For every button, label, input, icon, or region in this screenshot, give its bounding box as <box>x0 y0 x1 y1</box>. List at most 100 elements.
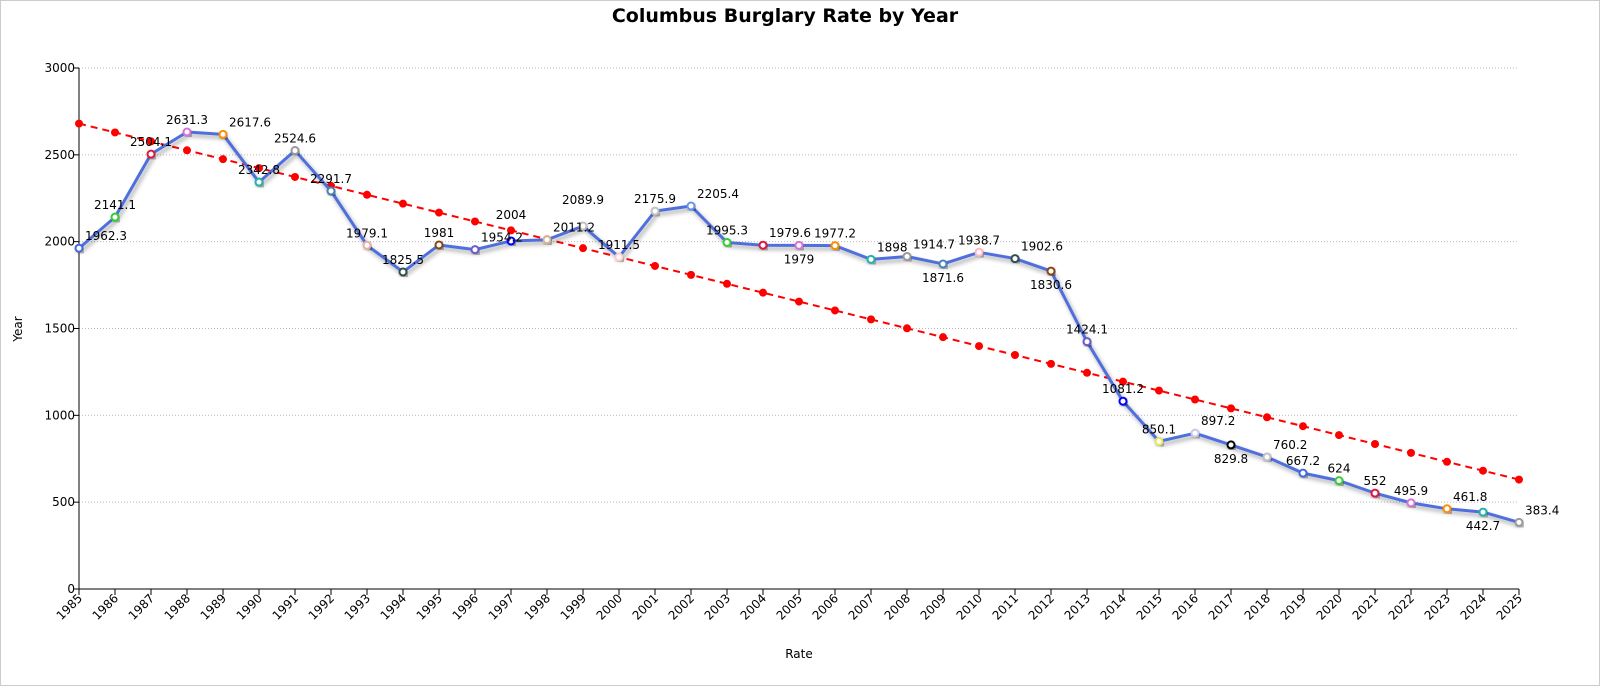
data-point <box>290 146 300 156</box>
x-tick-label: 1987 <box>126 591 157 622</box>
trend-point <box>903 324 911 333</box>
data-point <box>254 177 264 187</box>
data-point <box>722 237 732 247</box>
x-tick-label: 2002 <box>666 591 697 622</box>
data-label: 1825.5 <box>382 253 424 267</box>
x-tick-label: 2024 <box>1458 591 1489 622</box>
data-label: 2175.9 <box>634 192 676 206</box>
x-tick-label: 2014 <box>1098 591 1129 622</box>
x-tick-label: 2005 <box>774 591 805 622</box>
data-label: 829.8 <box>1214 452 1248 466</box>
data-point <box>74 243 84 253</box>
data-label: 2205.4 <box>697 187 739 201</box>
data-label: 1995.3 <box>706 223 748 237</box>
trend-point <box>1191 395 1199 404</box>
data-label: 1938.7 <box>958 233 1000 247</box>
x-tick-label: 1996 <box>450 591 481 622</box>
x-tick-label: 1988 <box>162 591 193 622</box>
data-point <box>1370 488 1380 498</box>
trend-point <box>507 226 515 235</box>
trend-point <box>1335 431 1343 440</box>
trend-point <box>363 190 371 199</box>
x-tick-label: 2007 <box>846 591 877 622</box>
trend-point <box>687 270 695 279</box>
data-label: 850.1 <box>1142 422 1176 436</box>
chart-title: Columbus Burglary Rate by Year <box>612 5 959 27</box>
data-point <box>1514 517 1524 527</box>
data-label: 897.2 <box>1201 414 1235 428</box>
data-point <box>1046 266 1056 276</box>
data-label: 2524.6 <box>274 132 316 146</box>
data-label: 2617.6 <box>229 115 271 129</box>
x-tick-label: 2021 <box>1350 591 1381 622</box>
trend-point <box>1299 422 1307 431</box>
data-label: 495.9 <box>1394 484 1428 498</box>
data-point <box>1226 440 1236 450</box>
data-label: 1979.6 <box>769 226 811 240</box>
data-label: 1979.1 <box>346 226 388 240</box>
trend-point <box>471 217 479 226</box>
data-point <box>110 212 120 222</box>
trend-point <box>1227 404 1235 413</box>
trend-point <box>651 261 659 270</box>
data-label: 442.7 <box>1466 519 1500 533</box>
trend-point <box>1515 475 1523 484</box>
x-tick-label: 2001 <box>630 591 661 622</box>
data-point <box>866 254 876 264</box>
trend-point <box>183 146 191 155</box>
trend-line <box>78 122 1520 481</box>
trend-point <box>831 306 839 315</box>
x-tick-label: 2009 <box>918 591 949 622</box>
data-point <box>182 127 192 137</box>
data-point <box>1442 504 1452 514</box>
data-label: 2342.8 <box>238 163 280 177</box>
data-point <box>1010 254 1020 264</box>
trend-point <box>75 119 83 128</box>
y-tick-label: 2500 <box>44 148 75 162</box>
trend-point <box>975 342 983 351</box>
data-label: 2291.7 <box>310 172 352 186</box>
data-point <box>1154 436 1164 446</box>
trend-point <box>1443 457 1451 466</box>
data-point <box>1298 468 1308 478</box>
x-tick-label: 2020 <box>1314 591 1345 622</box>
data-point <box>1082 337 1092 347</box>
data-point <box>1118 396 1128 406</box>
x-tick-label: 1994 <box>378 591 409 622</box>
data-point <box>938 259 948 269</box>
data-label: 1902.6 <box>1021 240 1063 254</box>
data-label: 760.2 <box>1273 438 1307 452</box>
x-tick-label: 2000 <box>594 591 625 622</box>
trend-point <box>1011 350 1019 359</box>
data-point <box>470 245 480 255</box>
x-tick-label: 2017 <box>1206 591 1237 622</box>
data-label: 2141.1 <box>94 198 136 212</box>
data-label: 2004 <box>496 208 527 222</box>
y-tick-label: 1500 <box>44 322 75 336</box>
data-point <box>902 251 912 261</box>
x-tick-label: 2013 <box>1062 591 1093 622</box>
data-point <box>1406 498 1416 508</box>
x-tick-label: 2003 <box>702 591 733 622</box>
data-label: 1871.6 <box>922 271 964 285</box>
data-point <box>1478 507 1488 517</box>
x-tick-label: 2006 <box>810 591 841 622</box>
data-label: 2089.9 <box>562 193 604 207</box>
data-label: 1962.3 <box>85 229 127 243</box>
x-tick-label: 1998 <box>522 591 553 622</box>
trend-point <box>795 297 803 306</box>
data-point <box>398 267 408 277</box>
trend-point <box>399 199 407 208</box>
data-point <box>542 235 552 245</box>
trend-point <box>579 244 587 253</box>
data-label: 667.2 <box>1286 454 1320 468</box>
y-tick-label: 0 <box>67 582 75 596</box>
data-point <box>146 149 156 159</box>
data-point <box>578 221 588 231</box>
trend-point <box>1155 386 1163 395</box>
trend-point <box>759 288 767 297</box>
data-point <box>218 129 228 139</box>
trend-point <box>1407 448 1415 457</box>
data-label: 1911.5 <box>598 238 640 252</box>
data-label: 1081.2 <box>1102 382 1144 396</box>
